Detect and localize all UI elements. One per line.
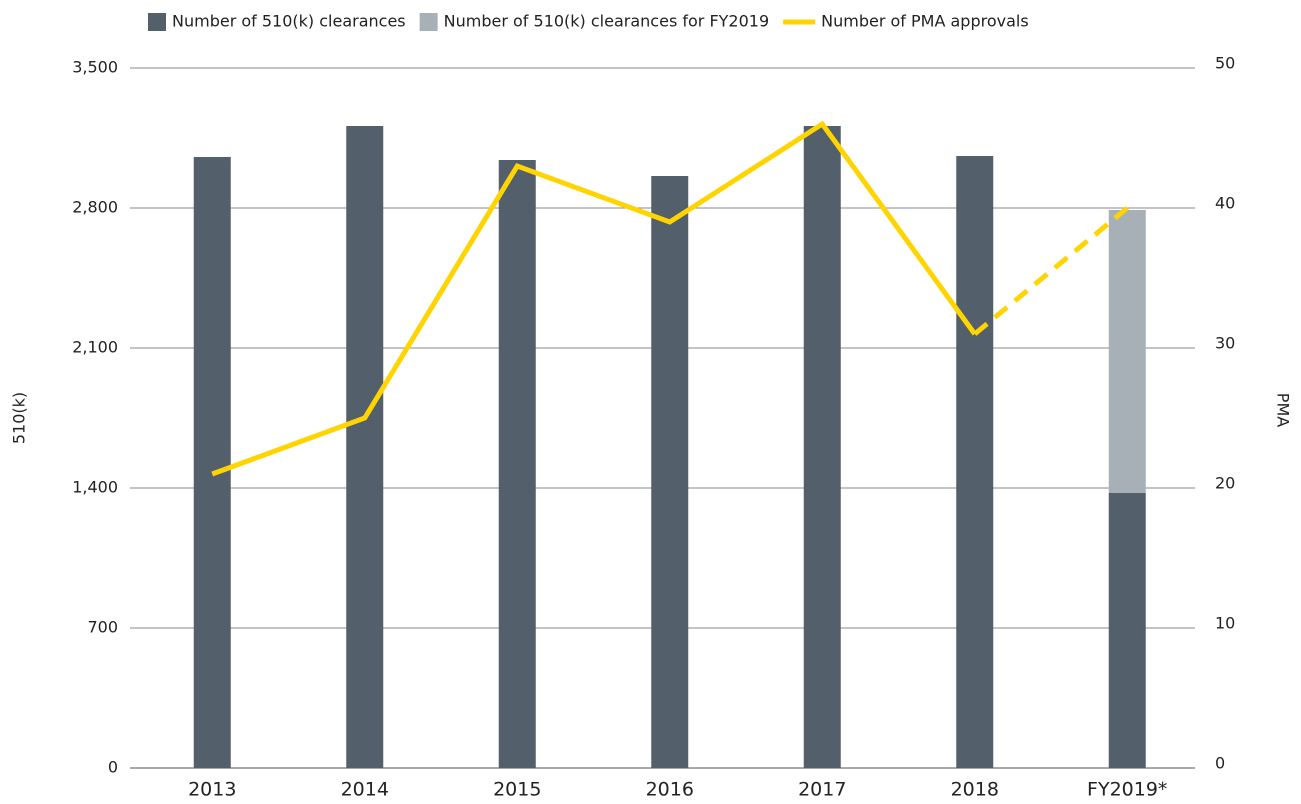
line: [973, 206, 1129, 336]
bar: [346, 126, 384, 768]
y2-tick-label: 0: [1215, 754, 1225, 773]
bar: [803, 126, 841, 768]
legend-label: Number of 510(k) clearances: [172, 12, 406, 31]
x-tick-label: 2013: [188, 779, 236, 801]
y2-tick-label: 40: [1215, 194, 1235, 213]
y2-tick-label: 30: [1215, 334, 1235, 353]
y2-tick-label: 10: [1215, 614, 1235, 633]
x-tick-label: 2018: [951, 779, 999, 801]
legend-swatch: [419, 13, 438, 31]
bar: [1108, 210, 1146, 493]
bar: [651, 176, 689, 768]
y-tick-label: 0: [108, 758, 118, 777]
y-tick-label: 2,800: [72, 198, 118, 217]
x-tick-label: 2015: [493, 779, 541, 801]
bar: [956, 156, 994, 768]
legend-label: Number of PMA approvals: [821, 12, 1029, 31]
y-tick-label: 2,100: [72, 338, 118, 357]
bar: [498, 160, 536, 768]
bar: [1108, 493, 1146, 768]
x-tick-label: FY2019*: [1087, 779, 1167, 801]
x-tick-label: 2014: [341, 779, 389, 801]
x-tick-label: 2017: [798, 779, 846, 801]
y-axis-label: 510(k): [10, 392, 29, 444]
y-tick-label: 3,500: [72, 58, 118, 77]
y-tick-label: 1,400: [72, 478, 118, 497]
line: [211, 120, 977, 477]
y2-axis-label: PMA: [1274, 393, 1293, 427]
y-tick-label: 700: [87, 618, 118, 637]
legend-label: Number of 510(k) clearances for FY2019: [444, 12, 770, 31]
y2-tick-label: 20: [1215, 474, 1235, 493]
y2-tick-label: 50: [1215, 54, 1235, 73]
bar: [193, 157, 231, 768]
x-tick-label: 2016: [646, 779, 694, 801]
legend-swatch: [148, 13, 166, 31]
